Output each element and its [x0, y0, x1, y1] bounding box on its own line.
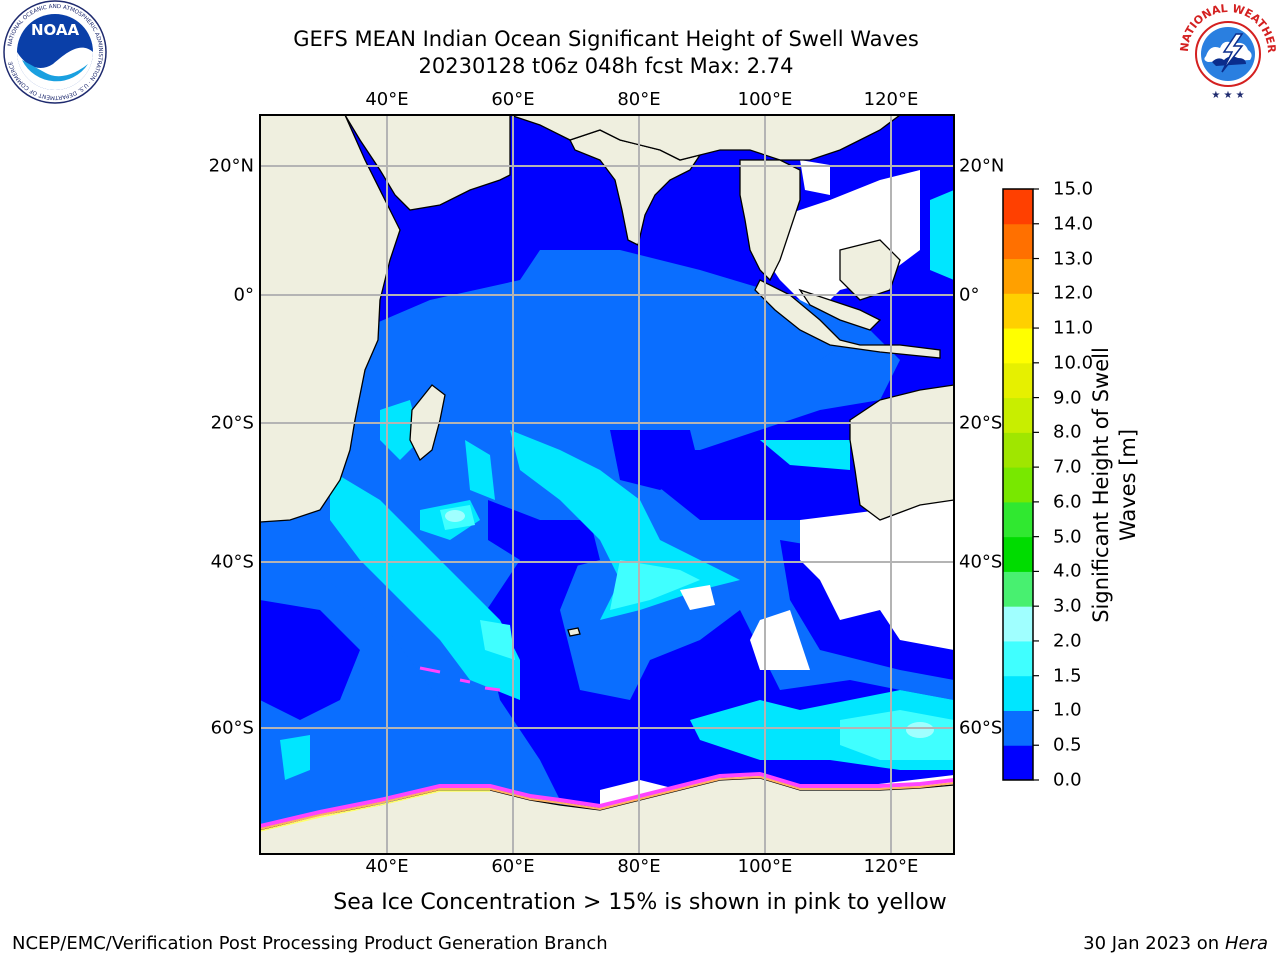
colorbar-tick-label: 4.0 — [1053, 560, 1082, 582]
land-masses — [260, 115, 954, 854]
lat-label-right: 0° — [959, 284, 980, 306]
colorbar-segment — [1003, 501, 1033, 538]
nws-logo: NATIONAL WEATHER SERVICE ★ ★ ★ — [1176, 0, 1278, 102]
colorbar-tick-label: 11.0 — [1053, 317, 1094, 339]
lat-label-left: 20°S — [210, 412, 254, 434]
colorbar-segment — [1003, 606, 1033, 642]
colorbar-title: Significant Height of Swell Waves [m] — [1088, 347, 1142, 623]
lat-label-left: 20°N — [208, 155, 254, 177]
lat-label-right: 20°N — [959, 155, 1005, 177]
lon-label-top: 120°E — [863, 89, 919, 110]
lat-label-right: 40°S — [959, 551, 1003, 573]
lat-label-left: 60°S — [210, 717, 254, 739]
colorbar-segment — [1003, 745, 1033, 781]
lat-label-left: 0° — [233, 284, 254, 306]
svg-text:★ ★ ★: ★ ★ ★ — [1211, 90, 1244, 101]
lon-label-top: 100°E — [737, 89, 793, 110]
lon-label-bottom: 60°E — [491, 856, 535, 877]
lon-label-bottom: 120°E — [863, 856, 919, 877]
colorbar-tick-label: 15.0 — [1053, 178, 1094, 200]
colorbar-tick-label: 7.0 — [1053, 456, 1082, 478]
credit-machine: Hera — [1224, 933, 1268, 954]
swell-2.0-3.0-peak — [445, 510, 934, 738]
lon-label-top: 40°E — [365, 89, 409, 110]
map-frame — [259, 114, 955, 855]
chart-subtitle: 20230128 t06z 048h fcst Max: 2.74 — [418, 54, 794, 78]
credit-right: 30 Jan 2023 on Hera — [1083, 933, 1268, 954]
lon-label-bottom: 80°E — [617, 856, 661, 877]
colorbar-tick-label: 12.0 — [1053, 282, 1094, 304]
colorbar-tick-label: 10.0 — [1053, 352, 1094, 374]
noaa-logo: NOAA NATIONAL OCEANIC AND ATMOSPHERIC AD… — [3, 0, 107, 104]
colorbar-tick-label: 3.0 — [1053, 595, 1082, 617]
colorbar-tick-label: 0.5 — [1053, 734, 1082, 756]
colorbar-segment — [1003, 710, 1033, 746]
colorbar-segment — [1003, 675, 1033, 711]
chart-title: GEFS MEAN Indian Ocean Significant Heigh… — [293, 27, 919, 51]
colorbar-tick-label: 2.0 — [1053, 630, 1082, 652]
swell-1.5-2.0-patches — [440, 505, 954, 760]
colorbar-tick-label: 1.0 — [1053, 699, 1082, 721]
colorbar-segment — [1003, 467, 1033, 503]
lat-label-right: 60°S — [959, 717, 1003, 739]
colorbar-tick-label: 0.0 — [1053, 769, 1082, 791]
credit-left: NCEP/EMC/Verification Post Processing Pr… — [12, 933, 608, 954]
lon-label-top: 60°E — [491, 89, 535, 110]
colorbar-title-line2: Waves [m] — [1116, 428, 1140, 542]
lat-label-right: 20°S — [959, 412, 1003, 434]
colorbar-segment — [1003, 328, 1033, 364]
colorbar-segment — [1003, 432, 1033, 468]
lon-label-bottom: 40°E — [365, 856, 409, 877]
colorbar-tick-label: 9.0 — [1053, 387, 1082, 409]
colorbar-frame — [1002, 188, 1034, 781]
sea-ice-note: Sea Ice Concentration > 15% is shown in … — [333, 890, 947, 915]
lon-label-top: 80°E — [617, 89, 661, 110]
graticule — [260, 115, 954, 854]
lat-label-left: 40°S — [210, 551, 254, 573]
colorbar-segment — [1003, 571, 1033, 607]
noaa-logo-text: NOAA — [31, 21, 80, 39]
colorbar-segment — [1003, 258, 1033, 294]
colorbar-segment — [1003, 640, 1033, 677]
colorbar-segment — [1003, 536, 1033, 572]
lon-label-bottom: 100°E — [737, 856, 793, 877]
colorbar-tick-label: 5.0 — [1053, 526, 1082, 548]
colorbar-segment — [1003, 189, 1033, 225]
credit-date: 30 Jan 2023 on — [1083, 933, 1225, 954]
colorbar-tick-label: 14.0 — [1053, 213, 1094, 235]
colorbar-tick-label: 1.5 — [1053, 665, 1082, 687]
colorbar-segment — [1003, 362, 1033, 399]
colorbar-title-line1: Significant Height of Swell — [1089, 347, 1113, 623]
colorbar-tick-label: 6.0 — [1053, 491, 1082, 513]
colorbar-segment — [1003, 293, 1033, 329]
colorbar-tick-label: 8.0 — [1053, 421, 1082, 443]
colorbar-tick-label: 13.0 — [1053, 248, 1094, 270]
colorbar-segment — [1003, 397, 1033, 433]
colorbar-segment — [1003, 223, 1033, 260]
